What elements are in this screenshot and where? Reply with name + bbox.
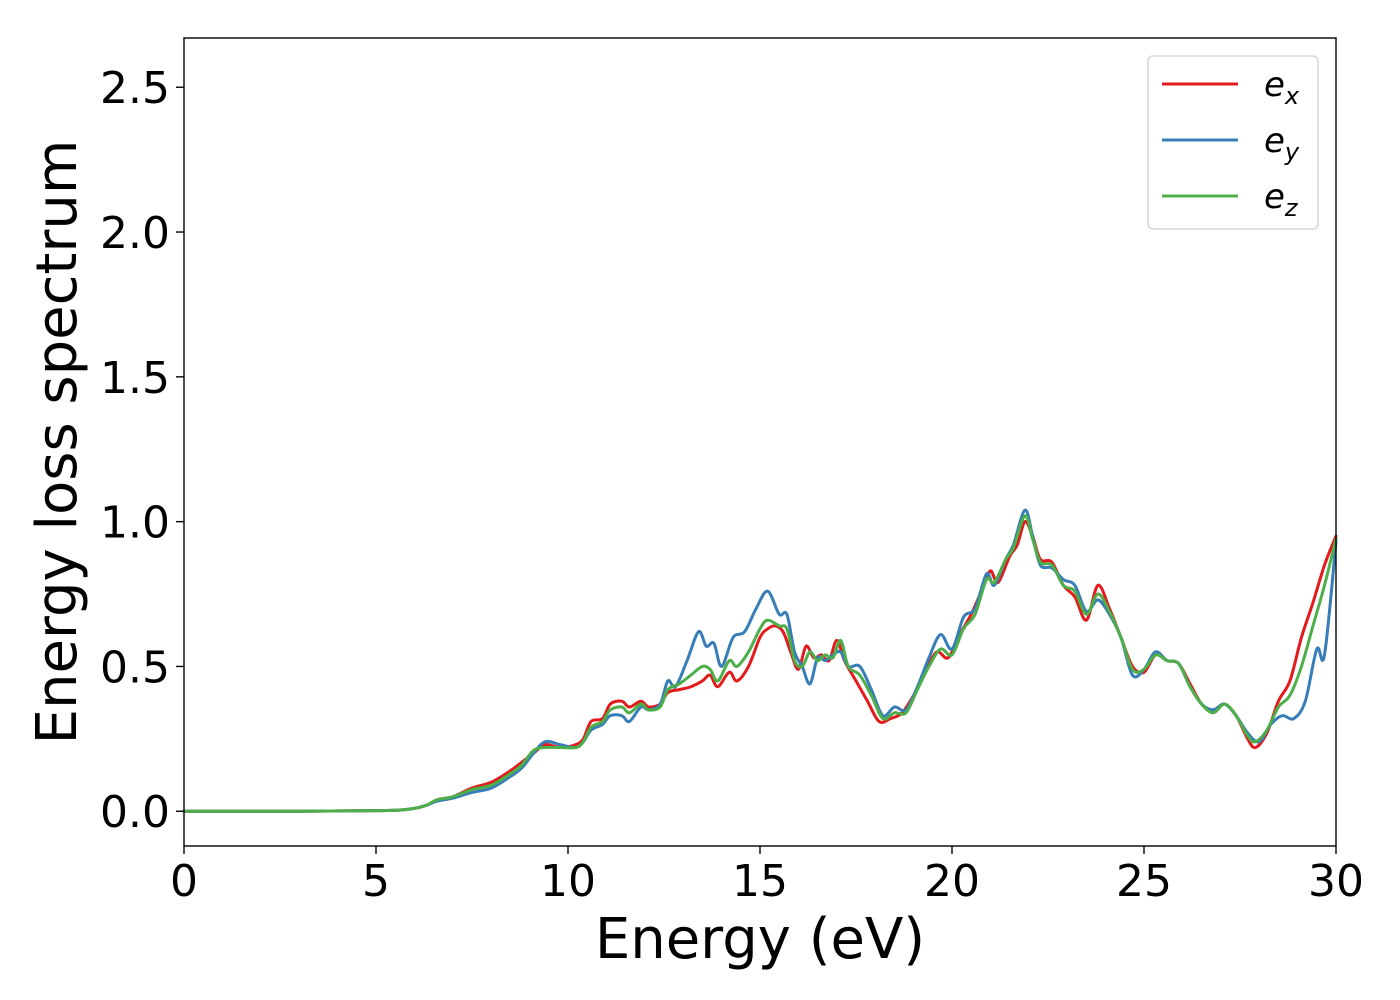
legend-label-subscript: z <box>1284 194 1299 222</box>
x-tick-label: 0 <box>170 856 198 907</box>
series-line-ez <box>182 514 1338 813</box>
x-tick-label: 25 <box>1116 856 1172 907</box>
x-axis-label: Energy (eV) <box>595 907 925 972</box>
legend-box <box>1147 55 1319 230</box>
y-tick-label: 2.0 <box>100 208 170 259</box>
plot-lines <box>182 508 1338 813</box>
y-tick-label: 2.5 <box>100 63 170 114</box>
y-tick-label: 1.5 <box>100 353 170 404</box>
x-tick-label: 15 <box>732 856 788 907</box>
x-tick-label: 20 <box>924 856 980 907</box>
y-tick-label: 0.0 <box>100 787 170 838</box>
y-axis-label: Energy loss spectrum <box>25 140 90 745</box>
y-tick-label: 0.5 <box>100 642 170 693</box>
x-tick-label: 30 <box>1308 856 1364 907</box>
legend-label-subscript: x <box>1284 82 1300 110</box>
x-axis-ticks: 0 5 10 15 20 25 30 <box>170 846 1364 907</box>
x-tick-label: 10 <box>540 856 596 907</box>
y-axis-ticks: 0.0 0.5 1.0 1.5 2.0 2.5 <box>100 63 184 838</box>
y-tick-label: 1.0 <box>100 498 170 549</box>
legend-label-subscript: y <box>1284 138 1300 166</box>
x-tick-label: 5 <box>362 856 390 907</box>
